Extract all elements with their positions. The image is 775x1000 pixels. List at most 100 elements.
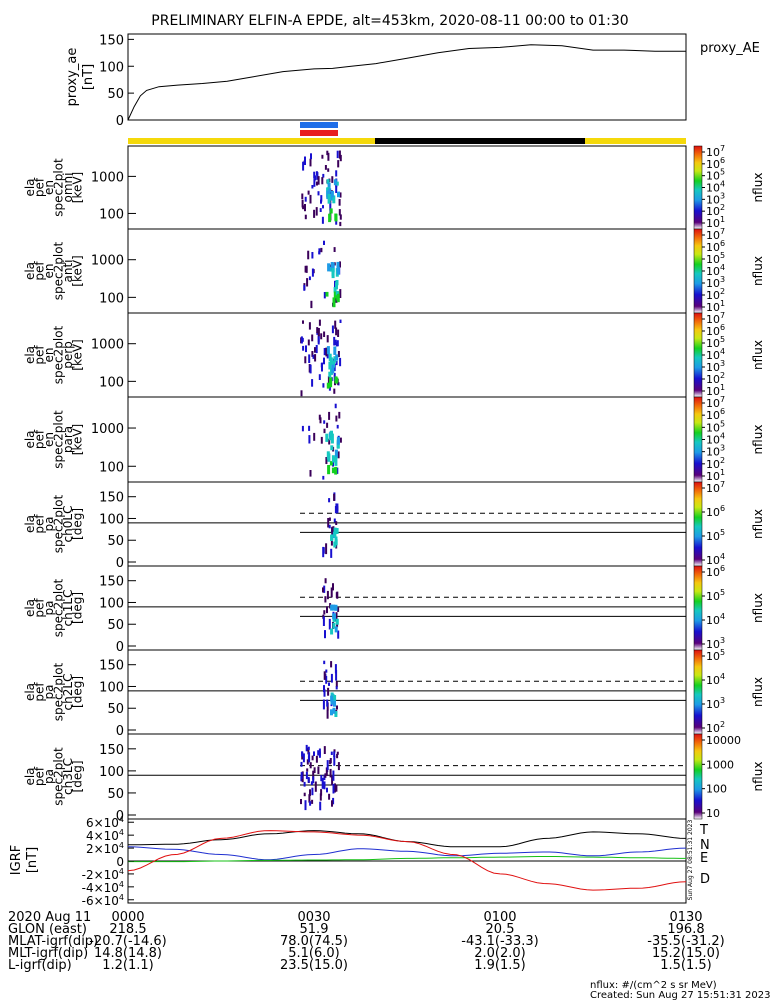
- panel-ylabel: [keV]: [71, 255, 85, 286]
- spectral-pixel: [332, 613, 336, 620]
- spectral-pixel: [321, 177, 324, 185]
- spectral-pixel: [333, 528, 337, 534]
- panel-ylabel: pef: [33, 429, 47, 449]
- spectral-pixel: [332, 707, 336, 714]
- ae-frame: [127, 33, 687, 121]
- panel-ylabel: [keV]: [71, 339, 85, 370]
- spectral-pixel: [324, 165, 327, 170]
- spectral-pixel: [318, 414, 321, 420]
- spectral-pixel: [332, 583, 334, 591]
- spectral-pixel: [307, 747, 310, 755]
- panel-frame: [127, 228, 687, 314]
- spectral-pixel: [307, 190, 310, 195]
- spectral-pixel: [337, 451, 340, 459]
- spectral-pixel: [307, 776, 310, 783]
- spectral-pixel: [303, 781, 306, 787]
- spectral-pixel: [324, 578, 327, 584]
- y-tick-label: 150: [99, 491, 124, 506]
- spectral-pixel: [337, 607, 340, 612]
- time-tick-0000: 0000: [111, 910, 144, 925]
- spectral-pixel: [323, 610, 326, 615]
- spectral-pixel: [334, 214, 338, 222]
- colorbar-tick-label: 106: [706, 564, 725, 579]
- ae-tick-label: 100: [99, 60, 124, 75]
- spectral-pixel: [314, 175, 317, 181]
- spectral-pixel: [339, 261, 341, 268]
- spectral-pixel: [310, 300, 313, 309]
- spectral-pixel: [327, 263, 331, 272]
- spectral-pixel: [323, 428, 326, 434]
- spectral-pixel: [303, 285, 306, 291]
- spectral-pixel: [325, 669, 328, 673]
- red-marker: [300, 130, 338, 136]
- colorbar-tick-label: 107: [706, 480, 725, 495]
- spectral-pixel: [304, 214, 307, 220]
- panel-ylabel: [keV]: [71, 424, 85, 455]
- spectral-pixel: [321, 216, 324, 224]
- spectral-pixel: [328, 371, 332, 378]
- spectral-pixel: [300, 772, 303, 779]
- spectral-pixel: [333, 755, 336, 766]
- sunlight-bar-start: [128, 138, 375, 144]
- spectral-pixel: [315, 207, 318, 216]
- spectral-pixel: [300, 761, 303, 767]
- spectral-pixel: [308, 435, 311, 444]
- spectral-pixel: [325, 767, 328, 776]
- spectral-pixel: [326, 352, 329, 359]
- spectral-pixel: [310, 781, 313, 785]
- ephemeris-value: 1.9(1.5): [474, 958, 526, 973]
- spectral-pixel: [339, 319, 342, 323]
- spectral-pixel: [330, 548, 333, 558]
- y-tick-label: 0: [116, 556, 124, 571]
- spectral-pixel: [328, 498, 331, 503]
- panel-ylabel: pef: [33, 598, 47, 618]
- spectral-pixel: [334, 449, 338, 458]
- spectral-pixel: [332, 360, 335, 368]
- y-tick-label: 50: [107, 534, 124, 549]
- ae-tick-label: 50: [107, 87, 124, 102]
- spectral-pixel: [323, 746, 326, 754]
- spectral-pixel: [326, 179, 330, 185]
- spectral-pixel: [318, 748, 321, 758]
- spectral-pixel: [334, 783, 336, 793]
- spectral-pixel: [319, 801, 322, 811]
- spectral-pixel: [335, 785, 338, 792]
- spectral-pixel: [304, 156, 306, 165]
- ephemeris-value: -43.1(-33.3): [461, 934, 538, 949]
- spectral-pixel: [335, 181, 339, 186]
- spectrogram-panel-2: 1001000elapefenspec2plotanti[keV]1071061…: [23, 227, 765, 314]
- ae-legend: proxy_AE: [700, 41, 760, 56]
- time-axis: 2020 Aug 11 0000 0030 0100 0130: [8, 910, 703, 925]
- colorbar-label: nflux: [751, 677, 765, 707]
- spectral-pixel: [312, 354, 315, 359]
- spectral-pixel: [338, 199, 341, 206]
- panel-ylabel: spec2plot: [52, 747, 66, 806]
- y-tick-label: 50: [107, 787, 124, 802]
- spectral-pixel: [335, 327, 338, 336]
- spectral-pixel: [328, 385, 331, 391]
- spectral-pixel: [335, 686, 338, 690]
- spectral-pixel: [332, 604, 336, 611]
- spectral-pixel: [329, 758, 332, 764]
- spectral-pixel: [336, 266, 340, 275]
- panel-ylabel: pef: [33, 177, 47, 197]
- igrf-tick-label: -2×104: [82, 867, 124, 882]
- spectral-pixel: [310, 153, 312, 160]
- spectral-pixel: [327, 168, 330, 172]
- y-tick-label: 1000: [91, 170, 124, 185]
- panel-ylabel: ela: [23, 515, 37, 533]
- panel-ylabel: pef: [33, 682, 47, 702]
- colorbar: [693, 481, 703, 567]
- spectral-pixel: [335, 528, 339, 534]
- spectral-pixel: [311, 755, 314, 761]
- spectral-pixel: [332, 195, 336, 204]
- y-tick-label: 100: [99, 680, 124, 695]
- ephemeris-label: GLON (east): [8, 922, 87, 937]
- spectral-pixel: [324, 596, 327, 603]
- y-tick-label: 0: [116, 724, 124, 739]
- igrf-tick-label: -6×104: [82, 893, 124, 908]
- ae-y-ticks: 0 50 100 150: [99, 33, 134, 129]
- spectral-pixel: [317, 766, 320, 774]
- spectral-pixel: [332, 297, 336, 308]
